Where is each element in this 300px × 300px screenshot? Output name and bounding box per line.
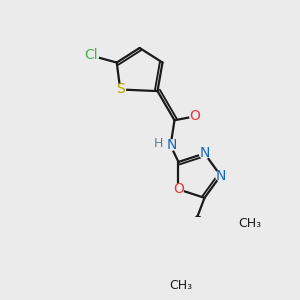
Text: Cl: Cl — [84, 48, 98, 62]
Circle shape — [200, 148, 210, 159]
Text: CH₃: CH₃ — [238, 217, 261, 230]
Circle shape — [190, 111, 200, 122]
Circle shape — [215, 170, 226, 181]
Circle shape — [83, 48, 98, 63]
Text: S: S — [116, 82, 124, 97]
Text: N: N — [215, 169, 226, 183]
Text: CH₃: CH₃ — [169, 279, 193, 292]
Circle shape — [170, 275, 191, 296]
Circle shape — [167, 140, 177, 150]
Text: H: H — [154, 137, 163, 150]
Circle shape — [115, 84, 125, 94]
Text: O: O — [190, 110, 200, 123]
Circle shape — [153, 139, 164, 149]
Circle shape — [239, 213, 260, 234]
Text: O: O — [173, 182, 184, 197]
Circle shape — [173, 184, 184, 194]
Text: N: N — [167, 138, 177, 152]
Text: N: N — [199, 146, 210, 161]
